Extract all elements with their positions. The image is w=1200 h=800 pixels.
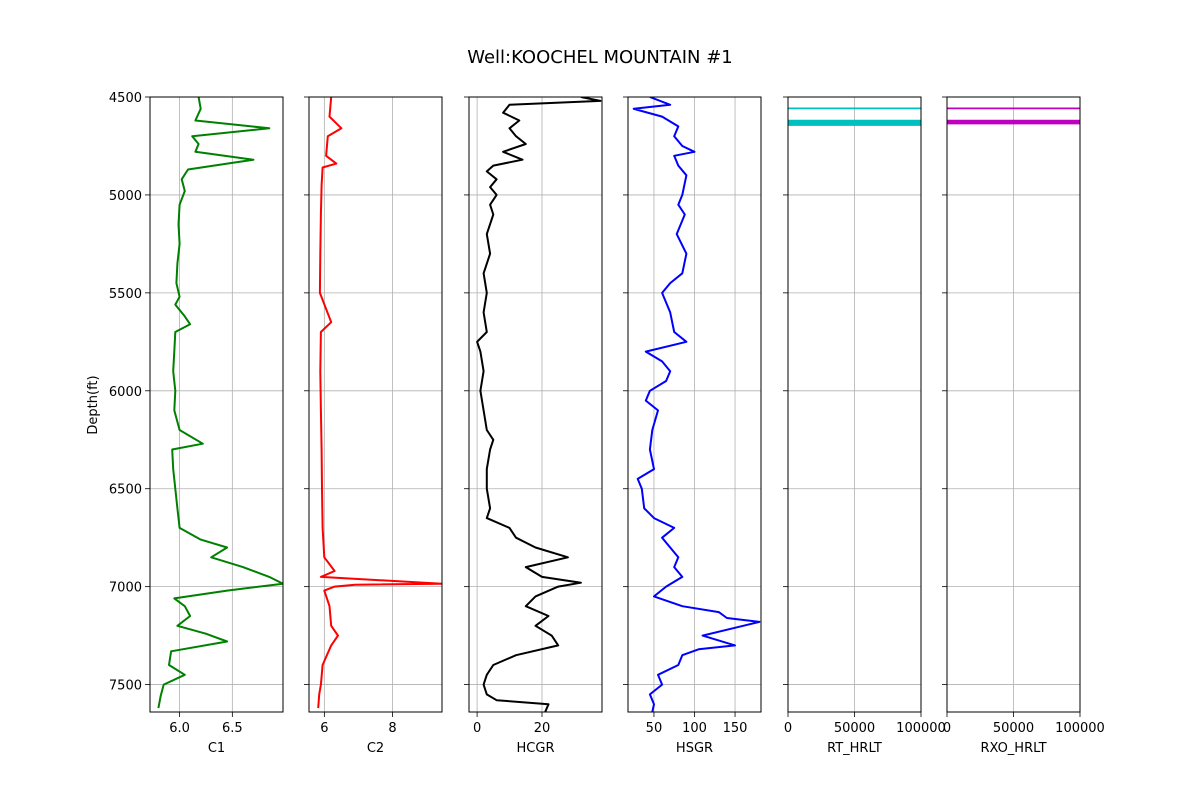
panel-frame <box>946 96 1081 713</box>
panel-frame <box>468 96 603 713</box>
x-tick-label: 8 <box>388 721 396 736</box>
x-tick-label: 0 <box>784 721 792 736</box>
y-tick-label: 4500 <box>109 91 142 106</box>
x-axis-label: C2 <box>367 741 384 756</box>
x-axis-label: RXO_HRLT <box>980 741 1046 756</box>
panel-frame <box>787 96 922 713</box>
curve-line <box>157 97 283 709</box>
x-tick-label: 6.5 <box>222 721 243 736</box>
track-hcgr: 0 20 HCGR <box>464 96 603 756</box>
x-tick-label: 6.0 <box>169 721 190 736</box>
x-axis-label: HCGR <box>517 741 555 756</box>
y-tick-label: 5000 <box>109 189 142 204</box>
chart-title: Well:KOOCHEL MOUNTAIN #1 <box>467 47 733 68</box>
y-axis-label: Depth(ft) <box>86 375 101 434</box>
panel-background <box>469 97 602 712</box>
curve-line <box>632 97 761 712</box>
panel-background <box>309 97 442 712</box>
x-tick-label: 0 <box>943 721 951 736</box>
x-axis-label: RT_HRLT <box>827 741 882 756</box>
panel-background <box>150 97 283 712</box>
x-tick-label: 50000 <box>993 721 1034 736</box>
panel-frame <box>627 96 762 713</box>
track-rt_hrlt: 0 50000 100000 RT_HRLT <box>783 96 946 756</box>
x-tick-label: 50000 <box>834 721 875 736</box>
panel-frame <box>149 96 284 713</box>
track-hsgr: 50 100 150 HSGR <box>623 96 762 756</box>
y-tick-label: 7000 <box>109 581 142 596</box>
panel-frame <box>308 96 443 713</box>
y-tick-label: 7500 <box>109 679 142 694</box>
track-rxo_hrlt: 0 50000 100000 RXO_HRLT <box>942 96 1105 756</box>
track-c2: 6 8 C2 <box>304 96 443 756</box>
x-tick-label: 100 <box>682 721 707 736</box>
y-tick-label: 5500 <box>109 287 142 302</box>
y-tick-label: 6000 <box>109 385 142 400</box>
x-tick-label: 6 <box>320 721 328 736</box>
track-c1: 4500 5000 5500 6000 6500 7000 7500 6.0 6.5 C1 <box>109 91 284 756</box>
x-tick-label: 100000 <box>896 721 946 736</box>
x-tick-label: 0 <box>473 721 481 736</box>
x-axis-label: HSGR <box>676 741 713 756</box>
curve-line <box>476 97 602 712</box>
x-tick-label: 20 <box>534 721 551 736</box>
y-tick-label: 6500 <box>109 483 142 498</box>
x-axis-label: C1 <box>208 741 225 756</box>
x-tick-label: 50 <box>646 721 663 736</box>
x-tick-label: 150 <box>723 721 748 736</box>
x-tick-label: 100000 <box>1055 721 1105 736</box>
curve-line <box>317 97 442 709</box>
